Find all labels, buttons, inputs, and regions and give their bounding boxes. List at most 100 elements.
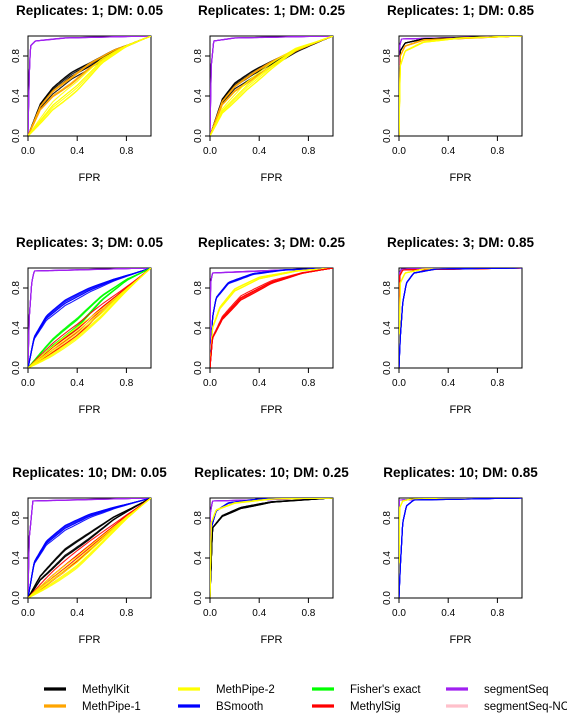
roc-curve <box>399 498 522 598</box>
curves <box>28 36 151 136</box>
plot-frame <box>398 497 523 599</box>
roc-curve <box>210 36 333 136</box>
roc-curve <box>28 36 151 136</box>
x-tick-label: 0.0 <box>203 378 217 389</box>
legend-item-methpipe-2: MethPipe-2 <box>178 684 275 696</box>
roc-curve <box>399 36 522 136</box>
x-tick-label: 0.0 <box>21 378 35 389</box>
roc-curve <box>28 36 151 136</box>
roc-curve <box>399 36 522 136</box>
series-segmentseq <box>399 36 522 136</box>
roc-curve <box>399 268 522 368</box>
roc-curve <box>399 268 522 368</box>
roc-curve <box>210 36 333 136</box>
series-methylkit <box>399 36 522 136</box>
roc-curve <box>399 498 522 598</box>
y-tick-label: 0.0 <box>11 361 22 375</box>
roc-curve <box>399 268 522 368</box>
roc-curve <box>399 268 522 368</box>
x-axis: 0.0 0.4 0.8 <box>203 597 316 619</box>
roc-curve <box>399 268 522 368</box>
x-tick-label: 0.4 <box>441 608 455 619</box>
roc-curve <box>210 36 333 136</box>
roc-curve <box>399 498 522 598</box>
roc-curve <box>28 36 151 136</box>
panel-5: Replicates: 3; DM: 0.250.0 0.4 0.80.00.40.… <box>193 235 346 416</box>
panel-title: Replicates: 1; DM: 0.05 <box>16 3 164 18</box>
roc-curve <box>399 498 522 598</box>
roc-curve <box>399 36 522 136</box>
roc-curve <box>210 36 333 136</box>
roc-curve <box>399 268 522 368</box>
legend-label: MethylKit <box>82 684 130 696</box>
roc-curve <box>399 36 522 136</box>
roc-curve <box>210 36 333 136</box>
roc-curve <box>210 268 333 368</box>
roc-curve <box>210 498 333 598</box>
roc-curve <box>210 36 333 136</box>
roc-curve <box>28 36 151 136</box>
roc-curve <box>28 36 151 136</box>
roc-curve <box>210 36 333 136</box>
roc-curve <box>399 36 522 136</box>
legend-item-segmentseq-nc: segmentSeq-NC <box>446 701 567 713</box>
curves <box>399 36 522 136</box>
legend-label: Fisher's exact <box>350 684 421 696</box>
x-tick-label: 0.0 <box>21 608 35 619</box>
curves <box>210 36 333 136</box>
roc-curve <box>399 36 522 136</box>
roc-curve <box>28 36 151 136</box>
series-methpipe-1 <box>399 36 522 136</box>
y-axis: 0.0 0.4 0.8 <box>193 511 210 605</box>
legend-label: MethylSig <box>350 701 401 713</box>
x-tick-label: 0.0 <box>203 146 217 157</box>
roc-curve <box>28 498 151 598</box>
roc-curve <box>399 36 522 136</box>
x-axis-label: FPR <box>79 404 101 416</box>
series-bsmooth <box>28 268 151 368</box>
roc-curve <box>28 498 151 598</box>
series-methpipe-2 <box>210 498 333 598</box>
y-tick-label: 0.8 <box>193 511 204 525</box>
roc-curve <box>399 498 522 598</box>
roc-curve <box>210 36 333 136</box>
x-tick-label: 0.8 <box>119 608 133 619</box>
x-tick-label: 0.0 <box>203 608 217 619</box>
roc-curve <box>399 498 522 598</box>
series-methpipe-1 <box>28 36 151 136</box>
x-tick-label: 0.8 <box>490 608 504 619</box>
roc-curve <box>28 36 151 136</box>
roc-curve <box>399 268 522 368</box>
y-tick-label: 0.4 <box>382 89 393 103</box>
roc-curve <box>399 268 522 368</box>
roc-curve <box>28 36 151 136</box>
roc-curve <box>210 268 333 368</box>
y-tick-label: 0.8 <box>11 281 22 295</box>
x-axis-label: FPR <box>79 634 101 646</box>
x-axis-label: FPR <box>261 404 283 416</box>
roc-curve <box>399 498 522 598</box>
series-methylkit <box>28 498 151 598</box>
x-tick-label: 0.4 <box>252 378 266 389</box>
curves <box>28 268 151 368</box>
roc-curve <box>399 36 522 136</box>
roc-curve <box>399 498 522 598</box>
roc-curve <box>399 268 522 368</box>
roc-curve <box>210 36 333 136</box>
x-axis: 0.0 0.4 0.8 <box>21 135 134 157</box>
roc-curve <box>399 268 522 368</box>
series-methpipe-2 <box>399 36 522 136</box>
roc-curve <box>28 268 151 368</box>
roc-curve <box>399 498 522 598</box>
roc-curve <box>28 498 151 598</box>
y-axis: 0.0 0.4 0.8 <box>382 511 399 605</box>
x-tick-label: 0.4 <box>252 608 266 619</box>
roc-curve <box>28 36 151 136</box>
roc-curve <box>399 498 522 598</box>
roc-curve <box>210 268 333 368</box>
panel-title: Replicates: 3; DM: 0.85 <box>387 235 535 250</box>
roc-curve <box>28 268 151 368</box>
x-tick-label: 0.8 <box>301 378 315 389</box>
x-tick-label: 0.4 <box>70 146 84 157</box>
